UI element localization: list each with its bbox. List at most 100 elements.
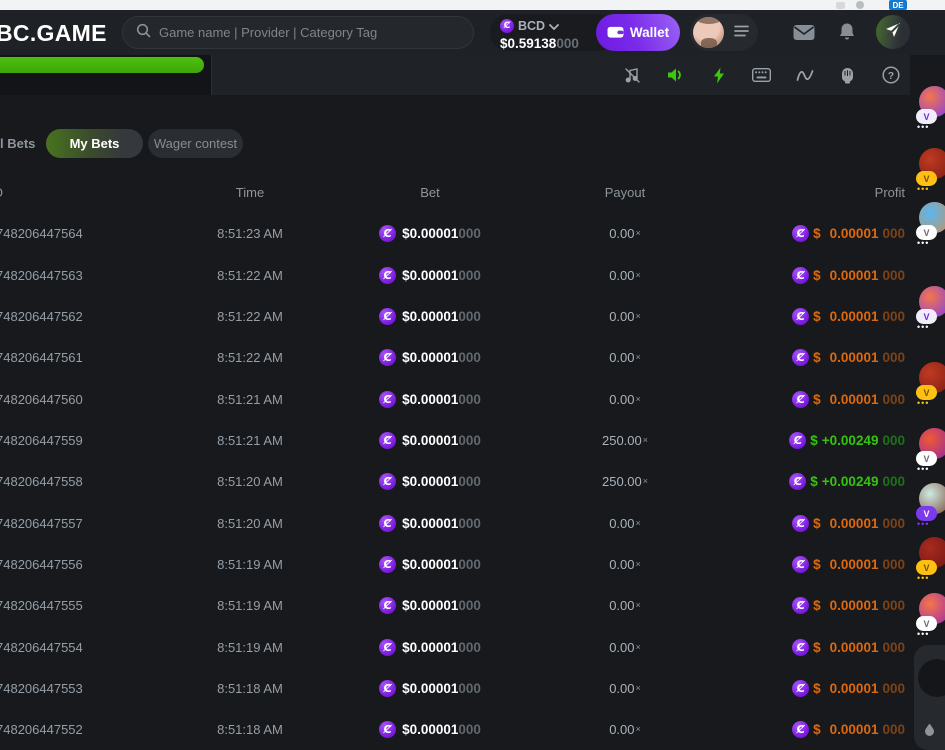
bet-payout: 250.00× [601, 432, 649, 448]
table-row[interactable]: 748206447553 8:51:18 AM Ȼ $0.00001000 0.… [0, 668, 905, 709]
bcgame-logo[interactable]: BC.GAME [0, 20, 107, 46]
bet-time: 8:51:21 AM [217, 391, 283, 407]
bcd-coin-icon: Ȼ [379, 597, 397, 615]
vip-badge: V [916, 506, 937, 521]
vip-badge: V [916, 171, 937, 186]
bet-amount: Ȼ $0.00001000 [340, 349, 520, 367]
table-row[interactable]: 748206447552 8:51:18 AM Ȼ $0.00001000 0.… [0, 709, 905, 750]
bet-time: 8:51:23 AM [217, 226, 283, 242]
bcd-coin-icon: Ȼ [792, 349, 810, 367]
table-row[interactable]: 748206447562 8:51:22 AM Ȼ $0.00001000 0.… [0, 296, 905, 337]
balance-selector[interactable]: Ȼ BCD $0.59138000 [490, 14, 616, 51]
typing-dots: ••• [917, 184, 930, 194]
tab-all-bets[interactable]: All Bets [0, 136, 36, 151]
music-off-icon[interactable] [623, 66, 642, 85]
bet-amount: Ȼ $0.00001000 [340, 679, 520, 697]
table-row[interactable]: 748206447561 8:51:22 AM Ȼ $0.00001000 0.… [0, 337, 905, 378]
table-row[interactable]: 748206447557 8:51:20 AM Ȼ $0.00001000 0.… [0, 502, 905, 543]
bet-profit: Ȼ $0.00001 000 [730, 349, 905, 367]
bcd-coin-icon: Ȼ [792, 225, 810, 243]
chat-user-avatar[interactable]: V ••• [916, 286, 945, 332]
column-header-time: Time [235, 185, 265, 200]
bet-id: 748206447553 [0, 680, 83, 696]
seed-icon[interactable] [838, 66, 857, 85]
bet-amount: Ȼ $0.00001000 [340, 307, 520, 325]
chat-toggle-button[interactable] [876, 15, 910, 49]
tab-wager-contest[interactable]: Wager contest [148, 129, 243, 158]
browser-extension-icon[interactable] [856, 1, 864, 9]
typing-dots: ••• [917, 519, 930, 529]
sound-on-icon[interactable] [666, 66, 685, 85]
balance-currency: BCD [518, 19, 546, 33]
column-header-id: ID [0, 185, 160, 200]
vip-badge: V [916, 109, 937, 124]
typing-dots: ••• [917, 322, 930, 332]
wallet-button[interactable]: Wallet [596, 14, 680, 51]
game-progress-bar [0, 57, 204, 73]
bet-id: 748206447557 [0, 515, 83, 531]
chat-user-avatar[interactable]: V ••• [916, 593, 945, 639]
search-input[interactable]: Game name | Provider | Category Tag [122, 16, 474, 49]
bcd-coin-icon: Ȼ [379, 514, 397, 532]
bcd-coin-icon: Ȼ [379, 390, 397, 408]
bet-payout: 0.00× [609, 350, 641, 366]
hotkeys-keyboard-icon[interactable] [752, 66, 771, 85]
rain-drop-icon [924, 723, 935, 741]
browser-extension-icon[interactable] [836, 2, 845, 9]
bet-payout: 0.00× [609, 639, 641, 655]
bet-amount: Ȼ $0.00001000 [340, 431, 520, 449]
chat-action-button[interactable] [918, 659, 945, 697]
table-row[interactable]: 748206447559 8:51:21 AM Ȼ $0.00001000 25… [0, 420, 905, 461]
vip-badge: V [916, 225, 937, 240]
bcd-coin-icon: Ȼ [792, 597, 810, 615]
bet-amount: Ȼ $0.00001000 [340, 638, 520, 656]
chat-user-avatar[interactable]: V ••• [916, 202, 945, 248]
bet-time: 8:51:19 AM [217, 556, 283, 572]
column-header-payout: Payout [604, 185, 646, 200]
bet-profit: Ȼ $0.00001 000 [730, 225, 905, 243]
messages-envelope-icon[interactable] [793, 24, 815, 46]
chat-user-avatar[interactable]: V ••• [916, 148, 945, 194]
bcd-coin-icon: Ȼ [379, 721, 397, 739]
live-stats-wave-icon[interactable] [795, 66, 814, 85]
translate-extension-badge[interactable]: DE [889, 0, 907, 10]
search-icon [136, 23, 151, 43]
bet-payout: 0.00× [609, 556, 641, 572]
avatar[interactable] [693, 17, 724, 48]
chat-bottom-panel [914, 645, 945, 750]
table-row[interactable]: 748206447556 8:51:19 AM Ȼ $0.00001000 0.… [0, 544, 905, 585]
table-row[interactable]: 748206447555 8:51:19 AM Ȼ $0.00001000 0.… [0, 585, 905, 626]
bet-id: 748206447564 [0, 226, 83, 242]
tab-my-bets[interactable]: My Bets [46, 129, 143, 158]
bcd-coin-icon: Ȼ [379, 349, 397, 367]
table-row[interactable]: 748206447564 8:51:23 AM Ȼ $0.00001000 0.… [0, 213, 905, 254]
vip-badge: V [916, 385, 937, 400]
help-icon[interactable]: ? [881, 66, 900, 85]
table-row[interactable]: 748206447554 8:51:19 AM Ȼ $0.00001000 0.… [0, 626, 905, 667]
bcd-coin-icon: Ȼ [792, 390, 810, 408]
bcd-coin-icon: Ȼ [792, 721, 810, 739]
bet-time: 8:51:21 AM [217, 432, 283, 448]
user-menu[interactable] [690, 14, 758, 51]
bet-payout: 0.00× [609, 598, 641, 614]
bet-payout: 0.00× [609, 722, 641, 738]
bet-time: 8:51:20 AM [217, 474, 283, 490]
typing-dots: ••• [917, 238, 930, 248]
bet-amount: Ȼ $0.00001000 [340, 225, 520, 243]
bet-id: 748206447561 [0, 350, 83, 366]
turbo-bolt-icon[interactable] [709, 66, 728, 85]
bcd-coin-icon: Ȼ [792, 266, 810, 284]
chat-user-avatar[interactable]: V ••• [916, 483, 945, 529]
chat-user-avatar[interactable]: V ••• [916, 362, 945, 408]
table-row[interactable]: 748206447558 8:51:20 AM Ȼ $0.00001000 25… [0, 461, 905, 502]
bet-id: 748206447556 [0, 556, 83, 572]
bet-profit: Ȼ $0.00001 000 [730, 721, 905, 739]
chat-user-avatar[interactable]: V ••• [916, 86, 945, 132]
table-row[interactable]: 748206447563 8:51:22 AM Ȼ $0.00001000 0.… [0, 254, 905, 295]
table-row[interactable]: 748206447560 8:51:21 AM Ȼ $0.00001000 0.… [0, 378, 905, 419]
chat-user-avatar[interactable]: V ••• [916, 537, 945, 583]
bet-profit: Ȼ $ +0.00249 000 [730, 473, 905, 491]
notifications-bell-icon[interactable] [838, 22, 856, 47]
bet-time: 8:51:19 AM [217, 639, 283, 655]
chat-user-avatar[interactable]: V ••• [916, 428, 945, 474]
